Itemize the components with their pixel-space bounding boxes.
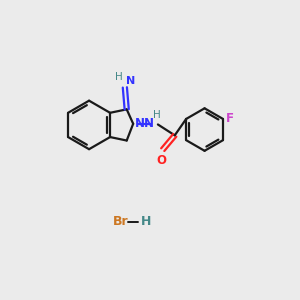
- Text: N: N: [144, 117, 154, 130]
- Text: N: N: [135, 117, 145, 130]
- Text: N: N: [126, 76, 135, 86]
- Text: F: F: [226, 112, 234, 125]
- Text: H: H: [153, 110, 161, 120]
- Text: O: O: [157, 154, 166, 167]
- Text: Br: Br: [112, 215, 128, 229]
- Text: H: H: [140, 215, 151, 229]
- Text: H: H: [115, 72, 123, 82]
